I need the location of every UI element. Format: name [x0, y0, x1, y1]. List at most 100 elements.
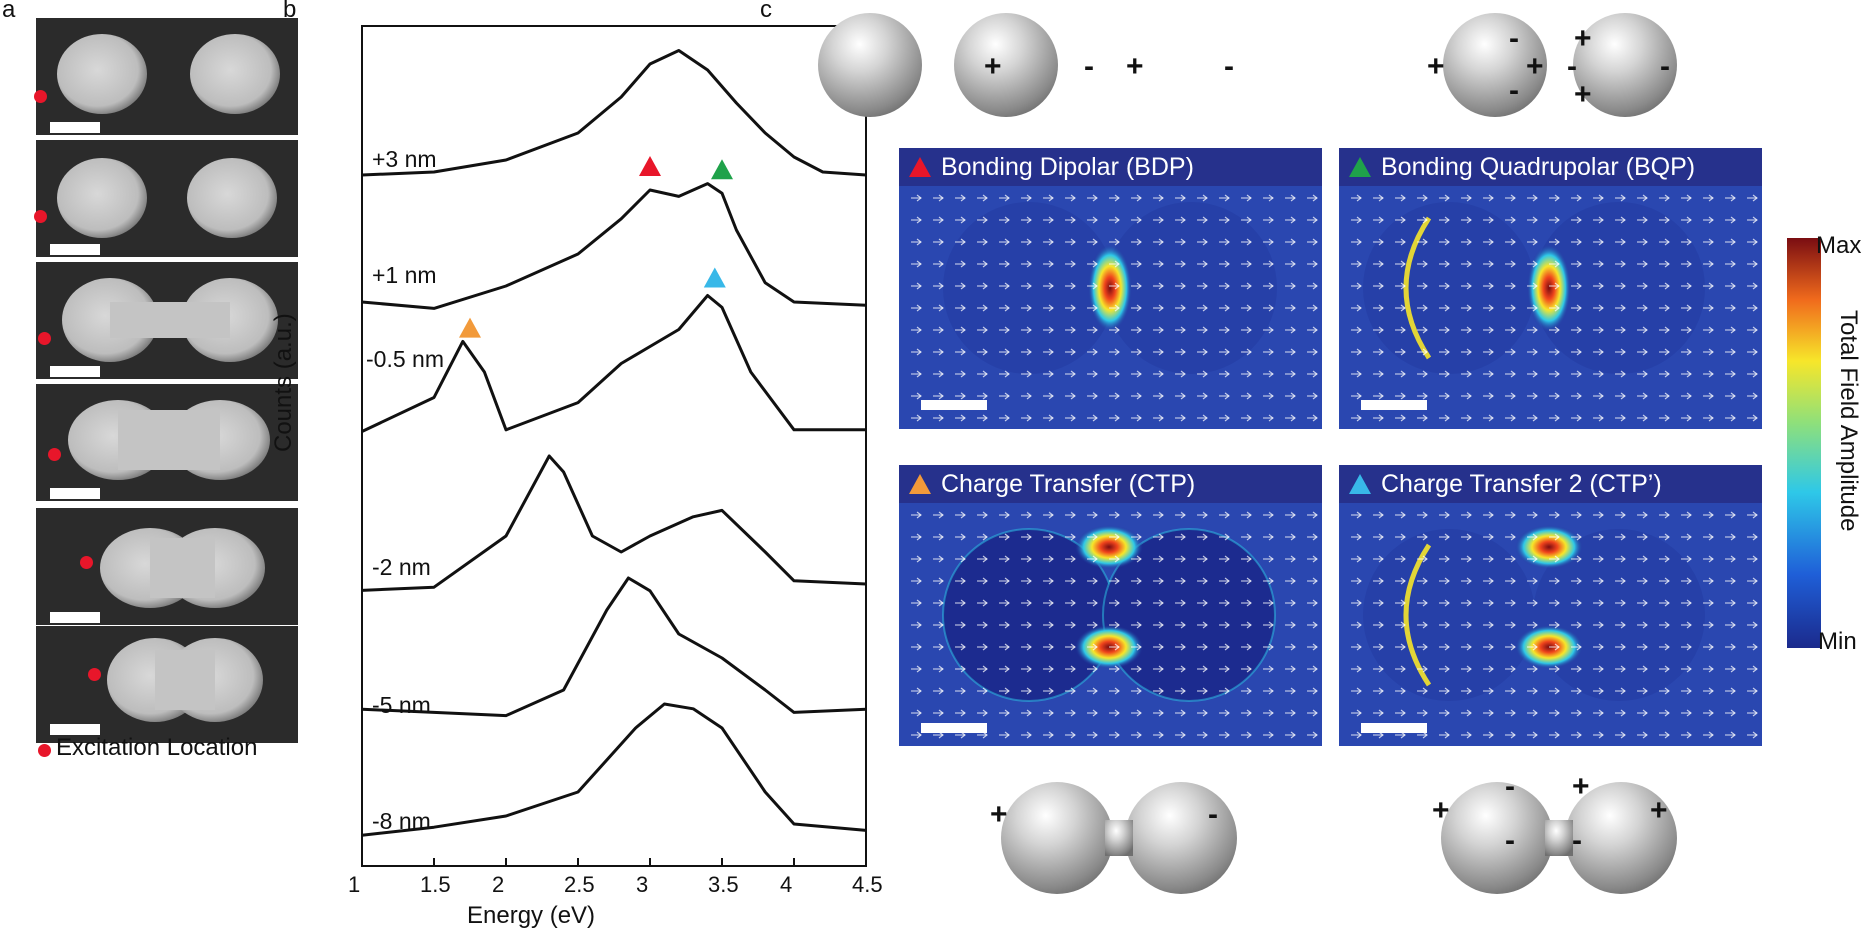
ctp-dimer-cartoon: [1001, 782, 1237, 894]
colorbar-min-label: Min: [1818, 628, 1857, 655]
mode-marker-triangle: [711, 159, 733, 180]
spectrum-trace: [361, 702, 867, 837]
scale-bar: [50, 488, 100, 499]
charge-sign: +: [1650, 794, 1668, 827]
scale-bar: [50, 122, 100, 133]
bdp-sphere-cartoon: [818, 13, 1058, 117]
field-map-bdp: Bonding Dipolar (BDP): [899, 148, 1322, 429]
excitation-location-dot: [80, 556, 93, 569]
spectrum-trace: [361, 49, 867, 177]
colorbar: [1787, 238, 1821, 648]
particle-image-tile: [36, 262, 298, 379]
excitation-location-dot: [34, 90, 47, 103]
ctp2-dimer-cartoon: [1441, 782, 1677, 894]
charge-sign: -: [1505, 770, 1515, 803]
scale-bar: [921, 400, 987, 410]
sphere-left: [1001, 782, 1113, 894]
field-map-ctp2: Charge Transfer 2 (CTP’): [1339, 465, 1762, 746]
scale-bar: [50, 724, 100, 735]
charge-sign: +: [1126, 50, 1144, 83]
charge-sign: +: [1572, 770, 1590, 803]
particle-image-tile: [36, 140, 298, 257]
sphere-left: [818, 13, 922, 117]
excitation-legend-dot: [38, 744, 51, 757]
x-axis-title: Energy (eV): [467, 902, 596, 929]
excitation-location-dot: [88, 668, 101, 681]
charge-sign: -: [1224, 50, 1234, 83]
charge-sign: -: [1505, 824, 1515, 857]
mode-marker-triangle-icon: [1349, 157, 1371, 177]
x-tick-label: 3: [636, 872, 649, 897]
mode-title-banner: Charge Transfer (CTP): [899, 465, 1322, 503]
charge-sign: +: [1526, 50, 1544, 83]
mode-marker-triangle: [703, 267, 726, 288]
scale-bar: [921, 723, 987, 733]
particle-image-tile: [36, 626, 298, 743]
sphere-left: [1441, 782, 1553, 894]
charge-sign: -: [1509, 22, 1519, 55]
excitation-legend-label: Excitation Location: [56, 734, 258, 761]
charge-sign: +: [1574, 78, 1592, 111]
x-tick-label: 4.5: [852, 872, 883, 897]
x-tick-label: 1: [348, 872, 361, 897]
spectrum-trace: [361, 182, 867, 310]
colorbar-max-label: Max: [1816, 232, 1862, 259]
neck: [1105, 820, 1133, 856]
charge-sign: -: [1208, 798, 1218, 831]
scale-bar: [50, 366, 100, 377]
sphere-right: [1573, 13, 1677, 117]
sphere-right: [954, 13, 1058, 117]
scale-bar: [50, 612, 100, 623]
y-axis-title: Counts (a.u.): [270, 313, 297, 452]
trace-label: +3 nm: [372, 146, 437, 172]
mode-marker-triangle: [459, 317, 481, 338]
mode-title: Charge Transfer 2 (CTP’): [1381, 470, 1662, 498]
charge-sign: -: [1509, 74, 1519, 107]
charge-sign: +: [1432, 794, 1450, 827]
x-tick-label: 2.5: [564, 872, 595, 897]
panel-c-label: c: [760, 0, 772, 23]
x-tick-label: 3.5: [708, 872, 739, 897]
trace-label: +1 nm: [372, 262, 437, 288]
scale-bar: [50, 244, 100, 255]
particle-image-tile: [36, 18, 298, 135]
particle-image-tile: [36, 384, 298, 501]
excitation-location-dot: [48, 448, 61, 461]
mode-marker-triangle-icon: [909, 474, 931, 494]
panel-a-label: a: [2, 0, 16, 23]
sphere-left: [1443, 13, 1547, 117]
excitation-location-dot: [38, 332, 51, 345]
trace-label: -0.5 nm: [366, 346, 444, 372]
scale-bar: [1361, 723, 1427, 733]
mode-title: Charge Transfer (CTP): [941, 470, 1196, 498]
spectrum-trace: [361, 294, 866, 433]
mode-marker-triangle-icon: [1349, 474, 1371, 494]
trace-label: -5 nm: [372, 692, 431, 718]
field-map-bqp: Bonding Quadrupolar (BQP): [1339, 148, 1762, 429]
sphere-right: [1565, 782, 1677, 894]
charge-sign: +: [1427, 50, 1445, 83]
charge-sign: +: [990, 798, 1008, 831]
mode-marker-triangle: [639, 156, 661, 176]
charge-sign: +: [1574, 22, 1592, 55]
mode-title: Bonding Quadrupolar (BQP): [1381, 153, 1696, 181]
mode-title-banner: Bonding Dipolar (BDP): [899, 148, 1322, 186]
x-tick-label: 1.5: [420, 872, 451, 897]
charge-sign: -: [1572, 824, 1582, 857]
mode-title-banner: Bonding Quadrupolar (BQP): [1339, 148, 1762, 186]
charge-sign: +: [984, 50, 1002, 83]
mode-title-banner: Charge Transfer 2 (CTP’): [1339, 465, 1762, 503]
x-tick-label: 4: [780, 872, 793, 897]
mode-title: Bonding Dipolar (BDP): [941, 153, 1194, 181]
field-map-ctp: Charge Transfer (CTP): [899, 465, 1322, 746]
panel-b-label: b: [283, 0, 297, 23]
spectrum-trace: [361, 454, 867, 592]
charge-sign: -: [1084, 50, 1094, 83]
bqp-sphere-cartoon: [1443, 13, 1677, 117]
sphere-right: [1125, 782, 1237, 894]
neck: [1545, 820, 1573, 856]
colorbar-title: Total Field Amplitude: [1835, 310, 1862, 532]
charge-sign: -: [1567, 50, 1577, 83]
excitation-location-dot: [34, 210, 47, 223]
